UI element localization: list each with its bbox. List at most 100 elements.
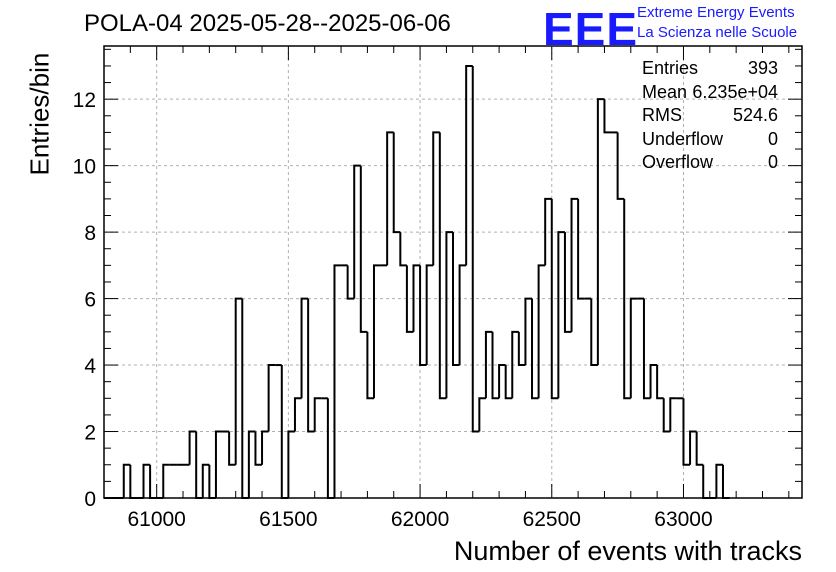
histogram-bin [721,464,730,499]
histogram-bin [122,463,131,498]
histogram-bin [669,397,677,432]
histogram-bin [425,264,434,366]
x-axis-label: Number of events with tracks [453,536,802,566]
histogram-bin [662,398,671,433]
stat-value: 0 [767,128,778,149]
histogram-bin [307,298,315,433]
histogram-bin [517,331,526,367]
stat-row-underflow: Underflow 0 [640,129,778,153]
histogram-bin [386,131,394,266]
histogram-bin [577,198,585,300]
histogram-bin [201,463,210,498]
stat-value: 0 [767,152,778,172]
histogram-bin [537,264,546,399]
y-axis-label: Entries/bin [24,52,55,176]
stat-row-overflow: Overflow 0 [640,152,778,176]
histogram-bin [544,197,552,266]
histogram-bin [550,198,559,400]
histogram-bin [478,397,486,432]
y-tick-label: 4 [84,355,96,378]
y-tick-label: 10 [73,156,96,179]
histogram-bin [689,430,697,465]
histogram-bin [280,365,289,499]
y-tick-label: 12 [73,89,96,112]
histogram-bin [452,232,460,367]
histogram-bin [234,297,243,465]
histogram-bin [432,131,440,266]
histogram-bin [695,431,704,466]
y-tick-label: 6 [84,289,96,312]
histogram-bin [702,464,710,499]
histogram-bin [142,463,151,498]
stat-value: 6.235e+04 [692,81,778,102]
histogram-bin [208,464,216,499]
stats-box: Entries 393 Mean 6.235e+04 RMS 524.6 Und… [640,58,778,176]
histogram-bin [623,198,631,400]
stat-value: 524.6 [732,105,778,125]
histogram-bin [484,330,493,399]
histogram-bin [366,331,374,400]
histogram-bin [359,165,368,333]
histogram-bin [458,264,467,366]
histogram-bars [104,64,730,499]
x-tick-label: 61000 [127,508,185,531]
histogram-bin [465,64,473,266]
histogram-bin [596,98,605,366]
histogram-bin [293,397,302,432]
histogram-bin [419,265,427,367]
y-tick-label: 8 [84,222,96,245]
histogram-bin [504,365,513,400]
y-tick-label: 0 [84,488,96,511]
histogram-bin [261,430,269,465]
histogram-bin [228,431,236,466]
histogram-bin [313,397,322,432]
histogram-bin [649,364,658,399]
logo-text-line2: La Scienza nelle Scuole [637,24,798,41]
histogram-bin [214,430,223,498]
stat-label: RMS [642,105,682,125]
histogram-bin [491,331,500,400]
histogram-bin [195,431,203,499]
histogram-bin [656,365,664,400]
histogram-bin [188,430,197,465]
eee-logo: EEE [543,3,639,55]
stat-label: Underflow [642,128,724,149]
stat-row-mean: Mean 6.235e+04 [640,82,778,106]
histogram-bin [590,298,598,367]
histogram-bin [563,232,572,333]
x-tick-label: 62000 [391,508,449,531]
histogram-bin [629,297,638,399]
x-tick-label: 63000 [654,508,712,531]
histogram-bin [241,298,249,499]
stat-value: 393 [747,58,778,78]
histogram-bin [438,132,447,400]
stat-label: Overflow [642,152,714,172]
histogram-bin [603,99,612,134]
histogram-bin [682,398,691,466]
stat-label: Entries [642,58,699,78]
histogram-bin [412,264,421,332]
histogram-bin [524,297,533,366]
histogram-bin [399,232,407,267]
histogram-bin [392,132,401,234]
logo-text-line1: Extreme Energy Events [637,4,795,21]
histogram-bin [616,132,625,200]
histogram-bin [445,231,453,399]
histogram-bin [333,264,342,498]
histogram-bin [498,364,506,399]
stat-row-entries: Entries 393 [640,58,778,82]
histogram-bin [570,197,579,332]
plot-frame [103,45,803,499]
histogram-bin [267,364,276,432]
histogram-bin [531,298,539,400]
stat-row-rms: RMS 524.6 [640,105,778,129]
histogram-bin [715,463,723,498]
y-tick-label: 2 [84,422,96,445]
histogram-bin [287,430,295,498]
histogram-bin [511,330,519,399]
histogram-bin [405,265,414,333]
histogram-bin [326,398,335,499]
chart-title: POLA-04 2025-05-28--2025-06-06 [84,10,451,37]
histogram-bin [642,298,651,400]
